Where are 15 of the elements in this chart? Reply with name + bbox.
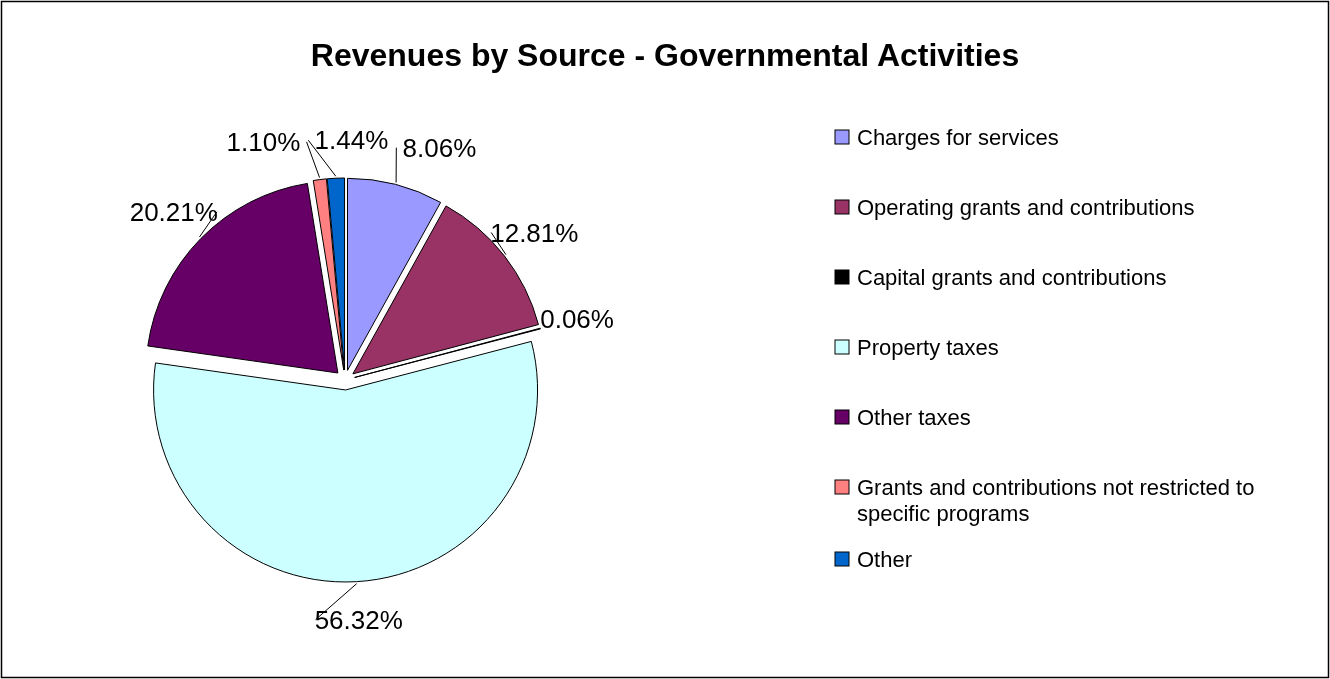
legend-label: Other taxes (857, 405, 971, 430)
legend-label: Charges for services (857, 125, 1059, 150)
data-label: 20.21% (129, 196, 218, 227)
legend-label: Property taxes (857, 335, 999, 360)
data-label: 1.44% (314, 125, 389, 156)
data-label: 0.06% (540, 303, 614, 334)
chart-title: Revenues by Source - Governmental Activities (310, 37, 1020, 73)
data-label: 12.81% (490, 217, 579, 248)
data-label: 8.06% (402, 132, 477, 163)
data-label: 56.32% (314, 604, 403, 635)
legend-label: Capital grants and contributions (857, 265, 1167, 290)
legend-label: Grants and contributions not restricted to specific programs (857, 475, 1255, 526)
legend-label: Operating grants and contributions (857, 195, 1195, 220)
data-label: 1.10% (226, 126, 301, 157)
legend-label: Other (857, 547, 913, 572)
